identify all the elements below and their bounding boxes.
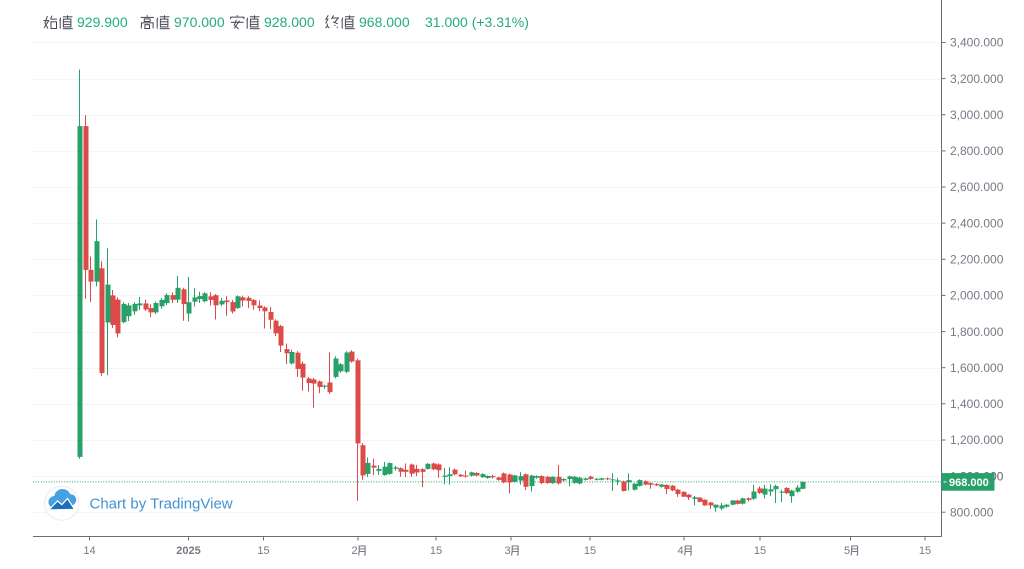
svg-text:15: 15 [584,545,596,557]
svg-text:5: 5 [844,545,850,557]
svg-text:15: 15 [919,545,931,557]
svg-text:968.000: 968.000 [949,477,989,489]
svg-text:2,800.000: 2,800.000 [950,144,1004,158]
svg-text:2,200.000: 2,200.000 [950,253,1004,267]
svg-text:1,800.000: 1,800.000 [950,325,1004,339]
svg-text:4: 4 [678,545,684,557]
svg-text:15: 15 [257,545,269,557]
svg-text:3: 3 [505,545,511,557]
svg-text:929.900: 929.900 [77,14,128,30]
svg-text:1,200.000: 1,200.000 [950,433,1004,447]
svg-text:2025: 2025 [176,545,200,557]
svg-text:1,400.000: 1,400.000 [950,397,1004,411]
svg-text:2,600.000: 2,600.000 [950,180,1004,194]
svg-text:2,400.000: 2,400.000 [950,216,1004,230]
svg-text:970.000: 970.000 [174,14,225,30]
svg-text:14: 14 [83,545,95,557]
svg-text:2,000.000: 2,000.000 [950,289,1004,303]
svg-text:Chart by TradingView: Chart by TradingView [90,496,233,513]
svg-text:968.000: 968.000 [359,14,410,30]
svg-text:800.000: 800.000 [950,505,994,519]
svg-text:3,000.000: 3,000.000 [950,108,1004,122]
svg-text:15: 15 [430,545,442,557]
svg-text:3,200.000: 3,200.000 [950,72,1004,86]
svg-text:31.000 (+3.31%): 31.000 (+3.31%) [425,14,529,30]
svg-text:2: 2 [352,545,358,557]
svg-text:928.000: 928.000 [264,14,315,30]
svg-text:3,400.000: 3,400.000 [950,36,1004,50]
svg-text:15: 15 [754,545,766,557]
svg-text:1,600.000: 1,600.000 [950,361,1004,375]
